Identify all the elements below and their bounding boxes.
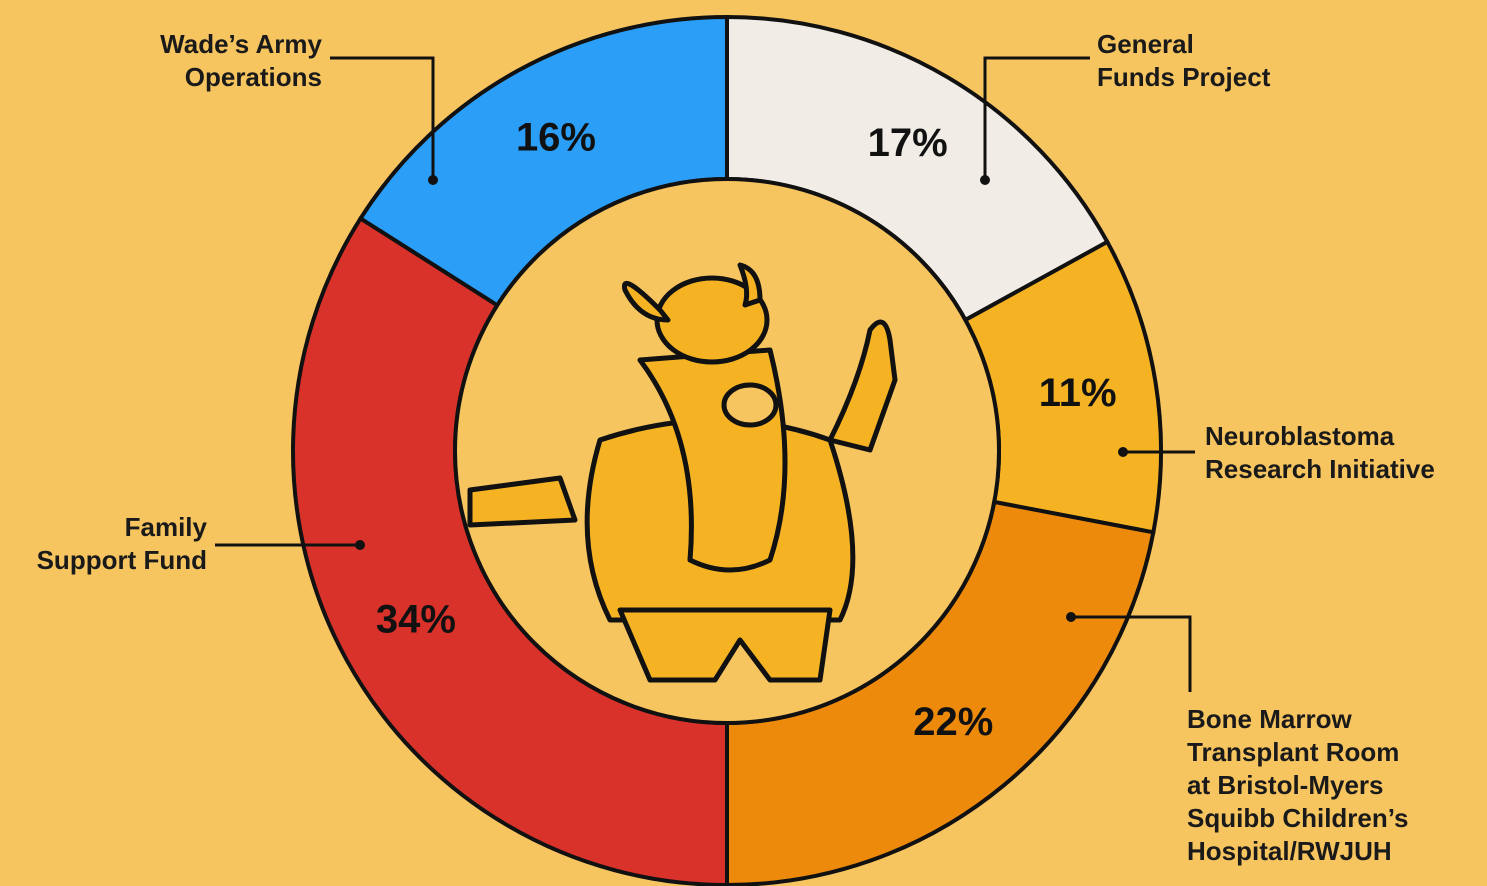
category-label: Family Support Fund xyxy=(37,511,207,577)
leader-dot xyxy=(355,540,365,550)
value-label: 16% xyxy=(516,115,596,159)
category-label: Bone Marrow Transplant Room at Bristol-M… xyxy=(1187,703,1408,868)
value-label: 11% xyxy=(1039,371,1117,415)
leader-dot xyxy=(428,175,438,185)
page: 17%11%22%34%16% (() => { const data = JS… xyxy=(0,0,1487,886)
value-label: 17% xyxy=(868,121,948,165)
leader-dot xyxy=(1066,612,1076,622)
value-label: 22% xyxy=(913,700,993,744)
category-label: General Funds Project xyxy=(1097,28,1270,94)
leader-dot xyxy=(1118,447,1128,457)
category-label: Neuroblastoma Research Initiative xyxy=(1205,420,1435,486)
leader-dot xyxy=(980,175,990,185)
value-label: 34% xyxy=(376,598,456,642)
category-label: Wade’s Army Operations xyxy=(160,28,322,94)
